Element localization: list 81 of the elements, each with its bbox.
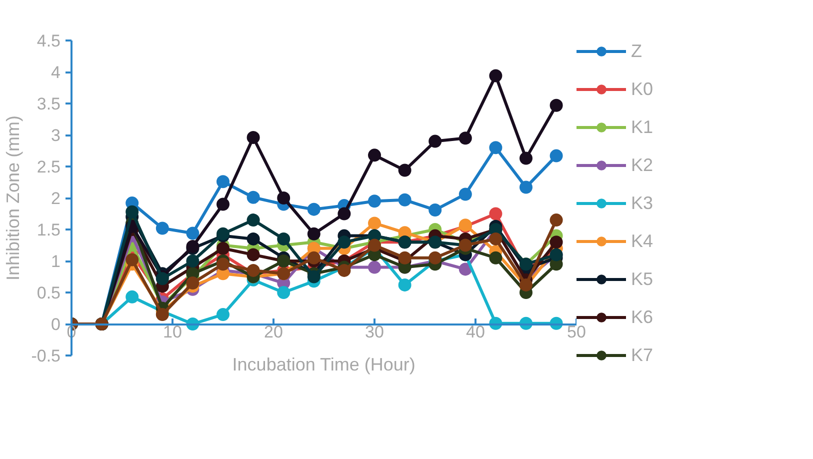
point (216, 198, 230, 211)
point (277, 232, 290, 246)
x-tick-label: 10 (163, 322, 182, 342)
legend-label: K2 (631, 154, 654, 176)
x-axis-title: Incubation Time (Hour) (232, 354, 416, 374)
point (520, 152, 532, 165)
point (277, 286, 290, 299)
point (246, 264, 260, 277)
y-axis-title: Inhibition Zone (mm) (3, 115, 24, 281)
point (550, 214, 563, 227)
point (520, 180, 532, 194)
legend-label: K5 (631, 268, 654, 290)
point (186, 254, 200, 268)
point (216, 258, 230, 271)
legend-label: K1 (631, 116, 654, 138)
point (458, 132, 472, 145)
point (368, 194, 381, 208)
y-tick-label: 1 (51, 252, 61, 271)
point (550, 98, 563, 112)
point (246, 131, 260, 144)
y-tick-label: 1.5 (36, 220, 61, 240)
point (338, 207, 351, 220)
legend-label: K7 (631, 344, 654, 366)
point (186, 226, 200, 240)
point (126, 290, 139, 304)
point (156, 308, 169, 322)
point (307, 251, 320, 264)
point (368, 238, 381, 252)
point (277, 192, 290, 204)
legend-label: K4 (631, 230, 654, 252)
point (368, 216, 381, 230)
legend-label: K0 (631, 78, 654, 100)
point (246, 214, 260, 227)
point (550, 149, 563, 162)
point (246, 190, 260, 204)
point (186, 276, 200, 290)
legend-label: K6 (631, 306, 654, 328)
point (550, 236, 563, 249)
y-tick-label: 4 (51, 63, 61, 82)
point (126, 253, 139, 266)
y-tick-label: 3 (51, 126, 61, 145)
point (307, 270, 320, 284)
y-tick-label: -0.5 (31, 346, 61, 366)
y-tick-label: 0.5 (36, 284, 61, 302)
y-tick-label: 4.5 (36, 32, 61, 50)
point (398, 164, 412, 177)
point (458, 262, 472, 276)
legend-label: K3 (631, 192, 654, 214)
x-tick-label: 30 (365, 322, 384, 342)
point (398, 193, 412, 206)
point (398, 278, 412, 292)
point (428, 251, 442, 264)
point (307, 202, 320, 216)
point (216, 175, 230, 188)
point (428, 203, 442, 216)
point (126, 205, 139, 218)
y-tick-label: 3.5 (36, 94, 61, 114)
legend-label: Z (631, 40, 643, 62)
point (156, 222, 169, 235)
x-tick-label: 50 (567, 322, 586, 342)
point (246, 248, 260, 262)
point (489, 69, 502, 82)
point (489, 232, 502, 246)
point (428, 134, 442, 148)
point (307, 227, 320, 240)
point (458, 188, 472, 201)
x-tick-label: 20 (264, 322, 283, 342)
point (489, 141, 502, 154)
point (216, 242, 230, 255)
point (368, 148, 381, 162)
x-tick-label: 40 (466, 322, 485, 342)
point (338, 236, 351, 249)
y-tick-label: 2 (51, 189, 61, 208)
point (338, 264, 351, 277)
point (246, 232, 260, 246)
point (489, 251, 502, 264)
point (398, 251, 412, 264)
point (368, 260, 381, 274)
point (216, 308, 230, 322)
point (489, 207, 502, 220)
y-tick-label: 2.5 (36, 158, 61, 176)
